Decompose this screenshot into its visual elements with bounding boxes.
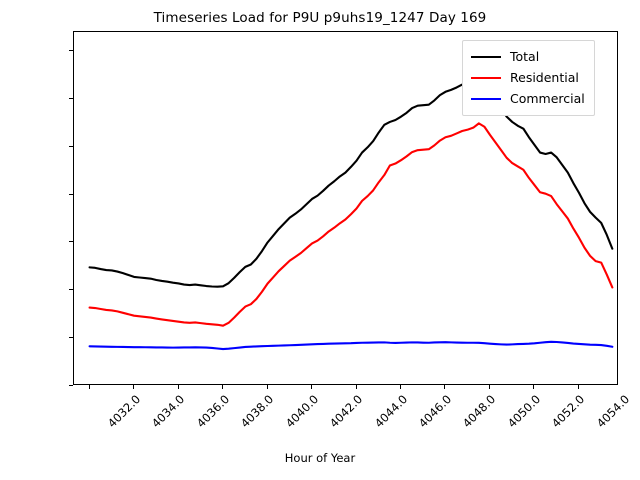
legend-label-residential: Residential [510, 70, 579, 85]
legend-label-commercial: Commercial [510, 91, 585, 106]
legend-label-total: Total [510, 49, 540, 64]
x-tick-label: 4048.0 [460, 392, 499, 431]
chart-title: Timeseries Load for P9U p9uhs19_1247 Day… [153, 10, 487, 26]
y-tick-mark [69, 145, 73, 147]
series-canvas [88, 79, 614, 351]
x-tick-label: 4054.0 [593, 392, 633, 431]
y-tick-mark [69, 337, 73, 339]
x-tick-label: 4038.0 [237, 392, 277, 431]
x-axis-label: Hour of Year [284, 451, 356, 465]
legend-line-residential [471, 76, 501, 79]
x-tick-mark [133, 385, 135, 389]
y-tick-mark [69, 241, 73, 243]
x-tick-mark [266, 385, 268, 389]
x-tick-mark [444, 385, 446, 389]
x-tick-label: 4044.0 [371, 392, 410, 431]
legend: Total Residential Commercial [462, 40, 595, 116]
legend-line-commercial [471, 97, 501, 100]
x-tick-mark [488, 385, 490, 389]
series-residential [88, 122, 614, 327]
x-tick-mark [222, 385, 224, 389]
x-tick-mark [533, 385, 535, 389]
x-tick-mark [577, 385, 579, 389]
legend-item-residential[interactable]: Residential [471, 67, 585, 88]
legend-item-total[interactable]: Total [471, 46, 585, 67]
x-tick-mark [177, 385, 179, 389]
legend-item-commercial[interactable]: Commercial [471, 88, 585, 109]
x-tick-mark [311, 385, 313, 389]
x-tick-mark [88, 385, 90, 389]
x-tick-label: 4032.0 [104, 392, 143, 431]
x-tick-label: 4036.0 [193, 392, 232, 431]
x-tick-label: 4052.0 [549, 392, 588, 431]
legend-line-total [471, 55, 501, 58]
series-commercial [88, 340, 614, 351]
series-total [88, 79, 614, 288]
x-tick-label: 4046.0 [415, 392, 455, 431]
y-tick-mark [69, 97, 73, 99]
x-tick-mark [400, 385, 401, 389]
x-tick-label: 4034.0 [148, 392, 188, 431]
x-tick-mark [355, 385, 357, 389]
y-tick-mark [69, 50, 73, 52]
x-tick-label: 4040.0 [282, 392, 321, 431]
x-tick-label: 4050.0 [504, 392, 544, 431]
x-tick-label: 4042.0 [326, 392, 366, 431]
y-tick-mark [69, 193, 73, 195]
y-tick-mark [69, 289, 73, 291]
y-tick-mark [69, 385, 73, 386]
